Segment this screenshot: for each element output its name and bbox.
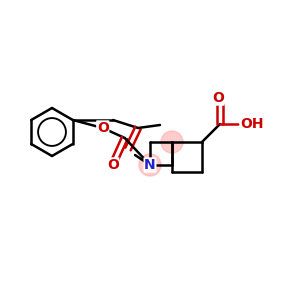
Circle shape [139,154,161,176]
Text: O: O [212,91,224,105]
Text: O: O [97,121,109,135]
Text: O: O [107,158,119,172]
Circle shape [161,131,183,153]
Text: N: N [144,158,156,172]
Text: OH: OH [240,117,264,131]
